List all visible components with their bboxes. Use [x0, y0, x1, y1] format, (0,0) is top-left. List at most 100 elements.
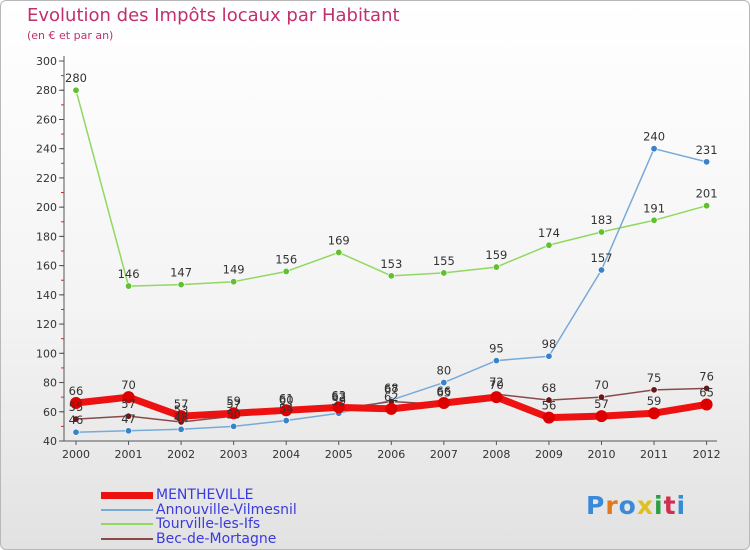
data-point: [385, 402, 398, 415]
data-label: 72: [489, 375, 504, 389]
data-label: 59: [226, 394, 241, 408]
data-label: 59: [647, 394, 662, 408]
data-label: 191: [643, 201, 665, 215]
data-label: 65: [437, 385, 452, 399]
data-point: [282, 417, 290, 425]
x-tick-label: 2011: [640, 448, 668, 461]
data-label: 56: [542, 399, 557, 413]
data-point: [703, 384, 711, 392]
data-point: [335, 248, 343, 256]
data-point: [700, 398, 713, 411]
brand-logo-letter: i: [676, 491, 687, 520]
data-point: [282, 267, 290, 275]
data-label: 153: [380, 257, 402, 271]
data-label: 63: [331, 388, 346, 402]
data-label: 159: [485, 248, 507, 262]
data-point: [545, 396, 553, 404]
x-tick-label: 2010: [588, 448, 616, 461]
y-tick-label: 220: [36, 172, 57, 185]
data-point: [542, 411, 555, 424]
data-label: 57: [121, 397, 136, 411]
data-label: 66: [437, 384, 452, 398]
data-label: 68: [384, 381, 399, 395]
data-label: 62: [331, 390, 346, 404]
data-label: 70: [121, 378, 136, 392]
legend-label: MENTHEVILLE: [156, 487, 254, 503]
data-label: 53: [174, 403, 189, 417]
data-point: [387, 272, 395, 280]
data-point: [437, 397, 450, 409]
data-label: 280: [65, 71, 87, 85]
data-label: 57: [594, 397, 609, 411]
data-point: [440, 269, 448, 277]
data-label: 149: [223, 263, 245, 277]
data-label: 240: [643, 130, 665, 144]
x-tick-label: 2000: [62, 448, 90, 461]
data-label: 55: [69, 400, 84, 414]
chart-title: Evolution des Impôts locaux par Habitant: [27, 5, 400, 26]
data-point: [597, 393, 605, 401]
data-point: [72, 415, 80, 423]
chart-subtitle: (en € et par an): [27, 29, 114, 42]
data-label: 75: [647, 371, 662, 385]
y-tick-label: 200: [36, 201, 57, 214]
data-point: [490, 391, 503, 404]
data-label: 80: [437, 364, 452, 378]
y-tick-label: 60: [43, 406, 57, 419]
legend-label: Tourville-les-Ifs: [156, 516, 261, 532]
y-tick-label: 80: [43, 377, 57, 390]
data-label: 174: [538, 226, 560, 240]
data-label: 183: [591, 213, 613, 227]
y-tick-label: 100: [36, 347, 57, 360]
data-label: 68: [542, 381, 557, 395]
data-label: 147: [170, 266, 192, 280]
data-point: [648, 407, 661, 420]
data-label: 50: [226, 407, 241, 421]
legend-swatch: [101, 492, 153, 499]
legend-item: MENTHEVILLE: [101, 487, 361, 503]
data-label: 70: [489, 378, 504, 392]
data-label: 156: [275, 252, 297, 266]
y-tick-label: 280: [36, 84, 57, 97]
data-point: [650, 386, 658, 394]
y-tick-label: 40: [43, 435, 57, 448]
data-label: 57: [174, 397, 189, 411]
data-label: 62: [384, 390, 399, 404]
data-label: 48: [174, 410, 189, 424]
data-point: [72, 428, 80, 436]
data-point: [125, 282, 133, 290]
data-point: [597, 266, 605, 274]
y-tick-label: 160: [36, 260, 57, 273]
y-tick-label: 260: [36, 113, 57, 126]
y-tick-label: 180: [36, 230, 57, 243]
data-label: 98: [542, 337, 557, 351]
data-label: 70: [594, 378, 609, 392]
legend-item: Bec-de-Mortagne: [101, 531, 361, 547]
data-label: 76: [699, 369, 714, 383]
data-label: 61: [279, 391, 294, 405]
data-label: 47: [121, 412, 136, 426]
x-tick-label: 2006: [377, 448, 405, 461]
x-tick-label: 2004: [272, 448, 300, 461]
data-point: [492, 263, 500, 271]
data-point: [125, 412, 133, 420]
brand-logo-letter: i: [654, 491, 664, 520]
data-point: [650, 145, 658, 153]
data-label: 54: [279, 402, 294, 416]
data-label: 201: [696, 187, 718, 201]
data-point: [230, 278, 238, 286]
x-tick-label: 2009: [535, 448, 563, 461]
data-point: [70, 397, 82, 409]
data-point: [72, 86, 80, 94]
brand-logo-letter: o: [618, 491, 637, 520]
data-point: [230, 422, 238, 430]
data-point: [175, 410, 188, 423]
data-point: [703, 202, 711, 210]
x-tick-label: 2002: [167, 448, 195, 461]
data-point: [597, 228, 605, 236]
brand-logo: Proxiti: [586, 491, 686, 520]
data-point: [177, 425, 185, 433]
data-point: [125, 427, 133, 435]
